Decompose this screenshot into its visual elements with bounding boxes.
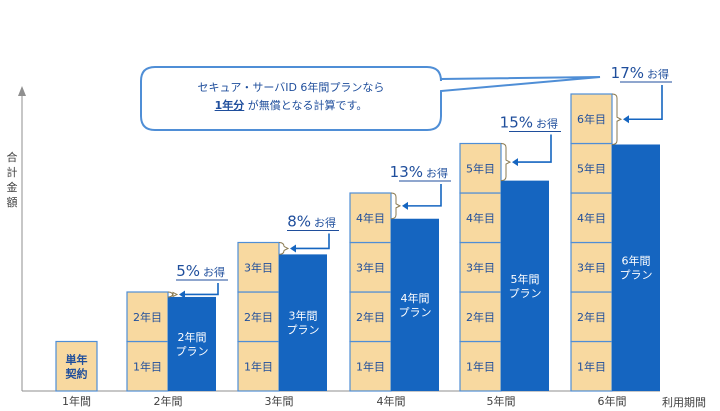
year-block-label: 1年目 [466,359,495,373]
year-block-label: 3年目 [577,260,606,274]
axes [18,86,660,392]
discount-suffix: お得 [314,217,336,230]
callout-line-2-text: が無償となる計算です。 [244,99,368,112]
discount-arrow [516,134,552,163]
year-block [570,340,613,392]
year-block-label: 4年目 [356,211,385,225]
plan-bar [391,218,439,391]
plan-bar-label: 5年間プラン [509,272,542,300]
plan-bar [501,180,549,391]
callout-bubble: セキュア・サーバID 6年間プランなら 1年分 が無償となる計算です。 [141,67,441,130]
year-block-label: 2年目 [133,310,162,324]
savings-bracket [167,291,179,298]
year-block-label: 5年目 [466,161,495,175]
discount-arrow [406,184,442,207]
discount-percent: 15% [500,114,533,132]
discount-suffix: お得 [426,167,448,180]
year-block [237,241,280,293]
discount-arrow [627,85,663,121]
plan-bar-label: 2年間プラン [176,330,209,358]
x-axis-title: 利用期間 [662,396,706,409]
year-block-label: 2年目 [466,310,495,324]
plan-bar [612,144,660,391]
year-block-label: 1年目 [244,359,273,373]
year-block-label: 3年目 [244,260,273,274]
year-block-label: 6年目 [577,112,606,126]
x-tick-label: 3年間 [265,394,294,408]
callout-highlight: 1年分 [214,99,245,112]
year-block-label: 5年目 [577,161,606,175]
year-block-label: 1年目 [133,359,162,373]
plan-bar-label: 3年間プラン [287,309,320,337]
discount-percent: 8% [287,213,311,231]
discount-percent: 13% [390,163,423,181]
year-block [55,340,98,392]
savings-bracket [611,93,623,145]
x-tick-label: 1年間 [62,394,91,408]
callout-line-2: 1年分 が無償となる計算です。 [141,97,441,114]
discount-arrowhead [623,115,629,124]
x-tick-label: 6年間 [598,394,627,408]
plan-bar-label: 4年間プラン [399,291,432,319]
x-tick-label: 5年間 [487,394,516,408]
discount-suffix: お得 [536,118,558,131]
callout-shape [140,66,601,131]
year-block-label: 4年目 [577,211,606,225]
discount-arrowhead [290,244,296,253]
year-block [570,241,613,293]
savings-bracket [278,242,290,255]
y-axis-arrow [18,86,26,96]
year-block-label: 1年目 [356,359,385,373]
year-block [459,142,502,194]
year-block-label: 2年目 [356,310,385,324]
year-block-label: 2年目 [244,310,273,324]
discount-arrow [183,283,219,296]
discount-arrowhead [512,158,518,167]
savings-bracket [390,192,402,220]
year-block-label: 4年目 [466,211,495,225]
plan-bar [279,254,327,391]
x-tick-label: 2年間 [154,394,183,408]
year-block-label: 2年目 [577,310,606,324]
y-axis-title: 合計金額 [6,151,18,209]
discount-suffix: お得 [203,266,225,279]
x-tick-label: 4年間 [377,394,406,408]
year-block [349,241,392,293]
year-block [459,192,502,244]
year-block [570,93,613,145]
year-block-label: 3年目 [466,260,495,274]
discount-percent: 5% [176,262,200,280]
year-block-label: 3年目 [356,260,385,274]
plan-bar [168,296,216,391]
discount-arrowhead [179,290,185,299]
discount-suffix: お得 [647,68,669,81]
year-block-label: 1年目 [577,359,606,373]
discount-arrowhead [402,201,408,210]
year-block [459,340,502,392]
single-contract-label: 単年契約 [65,352,88,380]
discount-arrow [294,233,330,250]
plan-bar-label: 6年間プラン [620,254,653,282]
year-block [570,192,613,244]
callout-line-1: セキュア・サーバID 6年間プランなら [197,81,385,94]
discount-percent: 17% [611,64,644,82]
year-block [349,192,392,244]
savings-bracket [500,143,512,182]
